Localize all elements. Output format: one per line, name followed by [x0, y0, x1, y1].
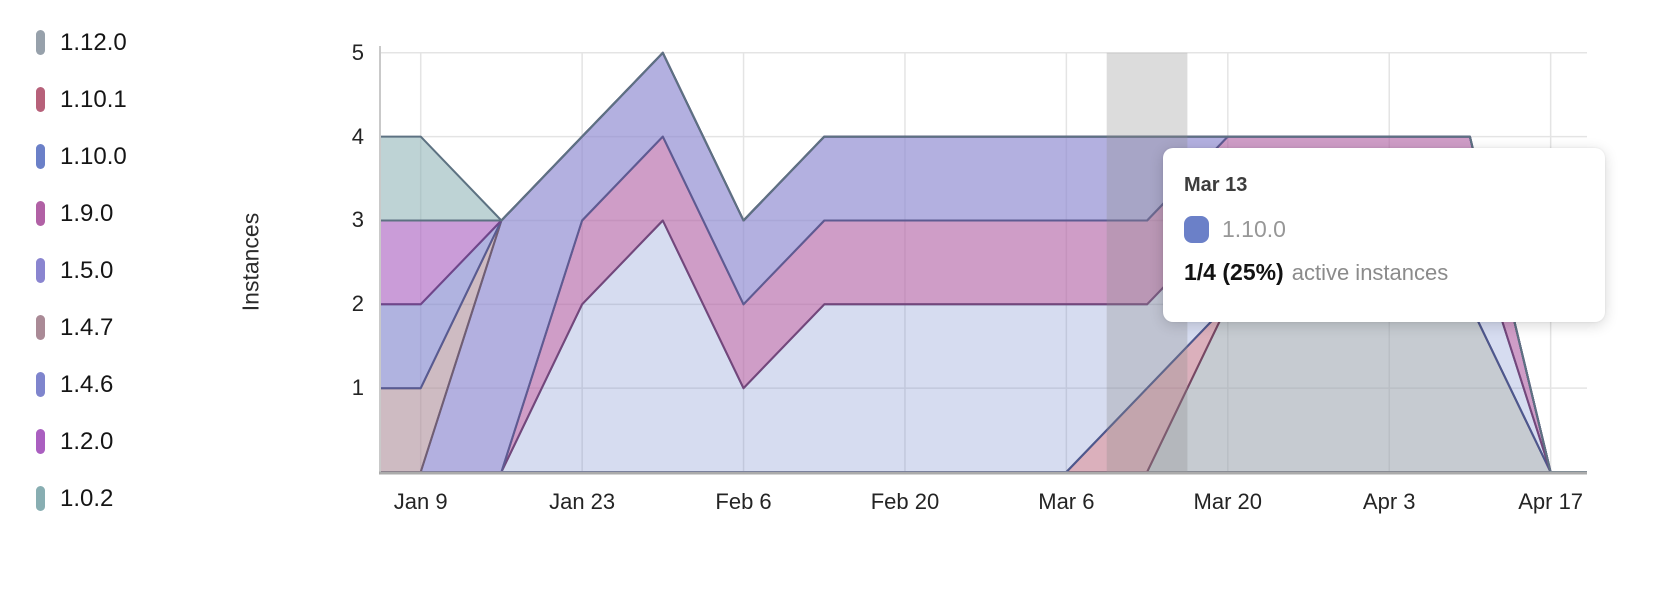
legend-item-1.2.0[interactable]: 1.2.0 — [36, 429, 127, 454]
legend-item-1.10.0[interactable]: 1.10.0 — [36, 144, 127, 169]
x-tick-label: Jan 9 — [393, 489, 448, 514]
legend-label: 1.4.7 — [60, 313, 114, 341]
legend-label: 1.5.0 — [60, 256, 114, 284]
version-legend: 1.12.0 1.10.1 1.10.0 1.9.0 1.5.0 1.4.7 1.4.6 1.… — [36, 30, 127, 511]
y-axis-title: Instances — [237, 212, 264, 312]
legend-label: 1.2.0 — [60, 427, 114, 455]
area-1.0.2[interactable] — [340, 51, 1631, 473]
tooltip-series-row: 1.10.0 — [1184, 216, 1605, 243]
y-tick-label: 1 — [351, 375, 364, 401]
legend-item-1.0.2[interactable]: 1.0.2 — [36, 486, 127, 511]
legend-label: 1.0.2 — [60, 484, 114, 512]
tooltip-value: 1/4 (25%) — [1184, 259, 1284, 285]
chart-tooltip: Mar 13 1.10.0 1/4 (25%) active instances — [1163, 148, 1605, 322]
tooltip-date: Mar 13 — [1184, 174, 1248, 196]
legend-swatch-icon — [36, 315, 45, 340]
x-tick-label: Feb 6 — [715, 489, 772, 514]
tooltip-series-swatch-icon — [1184, 216, 1209, 243]
legend-label: 1.9.0 — [60, 199, 114, 227]
legend-swatch-icon — [36, 87, 45, 112]
legend-swatch-icon — [36, 258, 45, 283]
x-tick-label: Apr 3 — [1362, 489, 1416, 514]
legend-item-1.4.6[interactable]: 1.4.6 — [36, 372, 127, 397]
x-tick-label: Apr 17 — [1518, 489, 1584, 514]
x-tick-label: Mar 20 — [1193, 489, 1263, 514]
legend-swatch-icon — [36, 486, 45, 511]
legend-swatch-icon — [36, 144, 45, 169]
legend-label: 1.12.0 — [60, 28, 127, 56]
y-tick-label: 4 — [351, 123, 364, 149]
legend-item-1.4.7[interactable]: 1.4.7 — [36, 315, 127, 340]
legend-swatch-icon — [36, 429, 45, 454]
legend-swatch-icon — [36, 201, 45, 226]
y-tick-label: 5 — [351, 39, 364, 65]
tooltip-value-suffix: active instances — [1291, 260, 1449, 285]
legend-label: 1.4.6 — [60, 370, 114, 398]
tooltip-value-row: 1/4 (25%) active instances — [1184, 259, 1605, 286]
x-tick-label: Jan 23 — [549, 489, 616, 514]
legend-item-1.12.0[interactable]: 1.12.0 — [36, 30, 127, 55]
y-tick-label: 3 — [351, 207, 364, 233]
x-tick-label: Mar 6 — [1038, 489, 1095, 514]
legend-item-1.5.0[interactable]: 1.5.0 — [36, 258, 127, 283]
legend-label: 1.10.1 — [60, 85, 127, 113]
legend-item-1.9.0[interactable]: 1.9.0 — [36, 201, 127, 226]
legend-swatch-icon — [36, 30, 45, 55]
legend-label: 1.10.0 — [60, 142, 127, 170]
legend-item-1.10.1[interactable]: 1.10.1 — [36, 87, 127, 112]
tooltip-series-name: 1.10.0 — [1222, 216, 1286, 242]
legend-swatch-icon — [36, 372, 45, 397]
y-tick-label: 2 — [351, 291, 364, 317]
x-tick-label: Feb 20 — [870, 489, 940, 514]
